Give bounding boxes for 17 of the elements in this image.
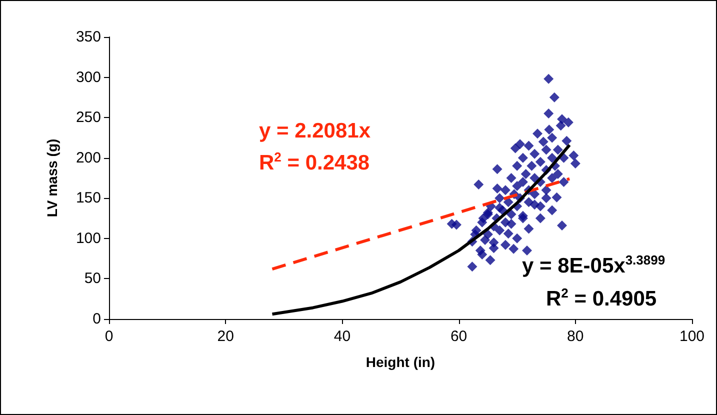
x-tick-label: 60 xyxy=(450,328,468,345)
x-tick-label: 40 xyxy=(334,328,351,345)
y-tick-label: 200 xyxy=(76,149,101,166)
y-tick-label: 50 xyxy=(84,270,101,288)
annotation: y = 2.2081x xyxy=(259,120,371,142)
y-tick-label: 150 xyxy=(76,190,101,207)
x-tick-label: 0 xyxy=(104,328,114,345)
y-tick-label: 250 xyxy=(76,109,101,126)
y-tick-label: 300 xyxy=(76,68,101,86)
x-tick-label: 20 xyxy=(217,328,234,345)
y-tick-label: 350 xyxy=(76,28,101,46)
y-tick-label: 0 xyxy=(92,310,101,328)
x-tick-label: 100 xyxy=(679,328,705,345)
x-tick-label: 80 xyxy=(567,328,584,345)
y-axis-title: LV mass (g) xyxy=(44,138,60,218)
x-axis-title: Height (in) xyxy=(366,354,436,370)
y-tick-label: 100 xyxy=(76,230,101,247)
